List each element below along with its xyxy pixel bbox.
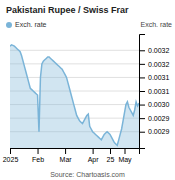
chart: 2025FebMarApr25May0.00290.00290.00300.00… [0, 0, 175, 180]
tick: 0.0029 [139, 115, 170, 122]
tick-mark [125, 148, 126, 154]
legend-label: Exch. rate [15, 21, 47, 28]
source: Source: Chartoasis.com [50, 171, 125, 178]
tick-mark [10, 148, 11, 154]
y-axis: 0.0029 0.0029 0.0030 0.0031 0.0031 0.0032 0.00… [139, 35, 170, 149]
tick-label: May [118, 156, 132, 164]
x-axis: 2025 Feb Mar Apr 25May [3, 148, 140, 164]
tick-label: 0.0030 [148, 101, 170, 108]
tick-label: 0.0031 [148, 74, 170, 81]
tick-mark [93, 148, 94, 154]
tick: May [118, 148, 132, 164]
tick: 25 [107, 148, 115, 163]
title: Pakistani Rupee / Swiss Frar [6, 5, 129, 15]
axis-title: Exch. rate [140, 21, 172, 28]
tick-label: Feb [32, 156, 44, 163]
tick-mark [139, 64, 145, 65]
axis-line [140, 35, 146, 149]
tick-label: 0.0032 [148, 47, 170, 54]
tick-mark [139, 132, 145, 133]
legend-swatch [6, 22, 12, 28]
area [10, 45, 139, 148]
tick: 0.0032 [139, 61, 170, 68]
tick-label: 0.0032 [148, 61, 170, 68]
axis-line [11, 149, 140, 155]
tick: Apr [88, 148, 100, 164]
tick: 0.0031 [139, 74, 170, 81]
tick: 0.0029 [139, 128, 170, 135]
grid-line [10, 63, 139, 64]
tick-label: 0.0031 [148, 88, 170, 95]
tick-mark [139, 50, 145, 51]
grid-line [10, 50, 139, 51]
tick: Feb [32, 148, 44, 163]
tick-label: 2025 [3, 156, 19, 163]
tick: 0.0030 [139, 101, 170, 108]
tick: 0.0032 [139, 47, 170, 54]
tick-mark [139, 118, 145, 119]
tick-label: 0.0029 [148, 115, 170, 122]
tick-mark [139, 77, 145, 78]
tick: Mar [60, 148, 73, 163]
tick-mark [38, 148, 39, 154]
tick: 2025 [3, 148, 19, 163]
line [10, 45, 139, 145]
legend: Exch. rate [6, 21, 47, 28]
tick-label: 0.0029 [148, 128, 170, 135]
tick-label: Mar [60, 156, 73, 163]
tick-mark [139, 105, 145, 106]
tick-label: 25 [107, 156, 115, 163]
marks [10, 45, 139, 148]
tick-mark [65, 148, 66, 154]
tick-label: Apr [88, 156, 100, 164]
plot: 2025FebMarApr25May0.00290.00290.00300.00… [3, 35, 170, 164]
tick-mark [139, 91, 145, 92]
tick-mark [110, 148, 111, 154]
grid-line [10, 77, 139, 78]
tick: 0.0031 [139, 88, 170, 95]
